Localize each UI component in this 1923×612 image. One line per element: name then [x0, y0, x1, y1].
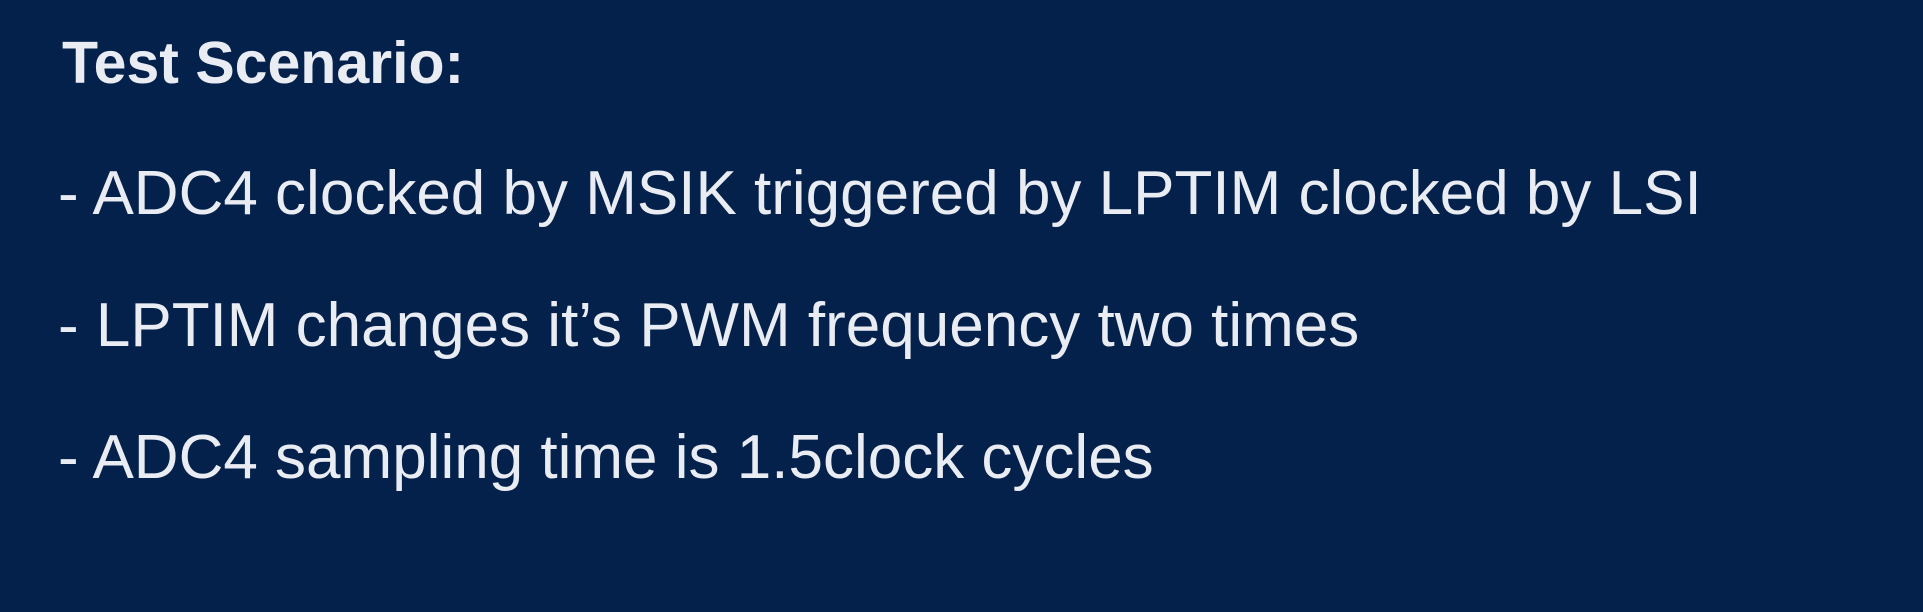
- bullet-item: - ADC4 clocked by MSIK triggered by LPTI…: [58, 159, 1702, 228]
- bullet-item: - LPTIM changes it’s PWM frequency two t…: [58, 291, 1360, 360]
- bullet-item: - ADC4 sampling time is 1.5clock cycles: [58, 423, 1154, 492]
- slide-title: Test Scenario:: [62, 30, 465, 96]
